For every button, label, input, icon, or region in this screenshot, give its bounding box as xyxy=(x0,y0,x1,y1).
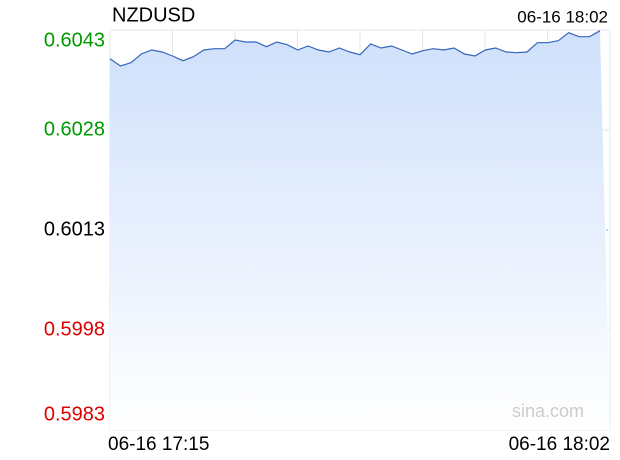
y-tick-label: 0.6028 xyxy=(44,118,105,140)
line xyxy=(109,30,601,67)
y-tick-label: 0.6013 xyxy=(44,218,105,240)
x-tick-label: 06-16 18:02 xyxy=(509,434,610,455)
y-tick-label: 0.5998 xyxy=(44,318,105,340)
x-tick-label: 06-16 17:15 xyxy=(108,434,209,455)
timestamp: 06-16 18:02 xyxy=(517,7,608,26)
y-tick-label: 0.6043 xyxy=(44,29,105,51)
chart-title: NZDUSD xyxy=(112,4,195,26)
y-tick-label: 0.5983 xyxy=(44,403,105,425)
watermark: sina.com xyxy=(512,401,584,421)
area xyxy=(110,30,610,430)
